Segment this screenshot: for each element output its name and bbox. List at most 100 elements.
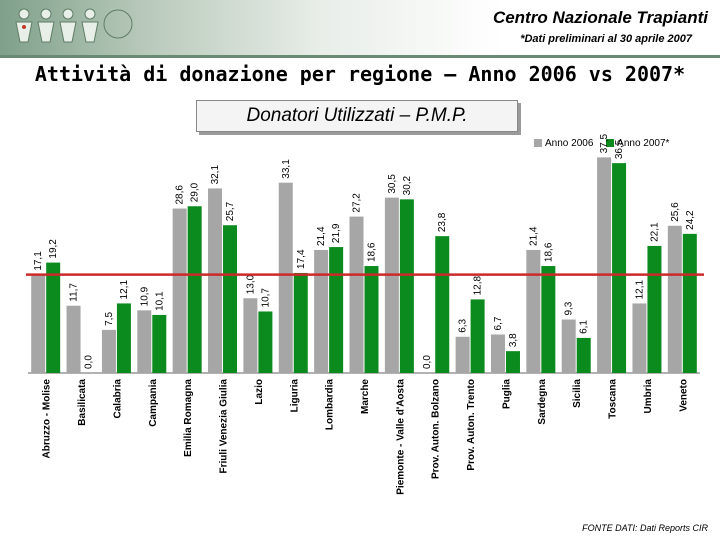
bar-2007-10 [399,199,414,373]
data-label-2007-2: 12,1 [119,280,130,300]
bar-2007-5 [223,225,238,373]
data-label-2007-13: 3,8 [508,333,519,347]
data-label-2006-11: 0,0 [422,355,433,369]
chart-legend: Anno 2006 Anno 2007* [534,138,679,149]
bar-2007-4 [187,206,202,373]
category-label-13: Puglia [501,379,512,409]
data-label-2006-12: 6,3 [458,318,469,332]
bar-2006-4 [172,208,187,373]
cnt-logo [15,8,133,43]
category-label-6: Lazio [254,379,265,405]
header-subtitle: *Dati preliminari al 30 aprile 2007 [520,33,692,45]
data-label-2006-5: 32,1 [210,165,221,185]
data-label-2006-8: 21,4 [316,226,327,246]
legend-item-2006: Anno 2006 [534,138,593,149]
category-label-0: Abruzzo - Molise [42,379,53,459]
data-label-2007-0: 19,2 [48,239,59,259]
data-label-2006-16: 37,5 [599,133,610,153]
bar-2006-18 [667,225,682,373]
chart-title: Donatori Utilizzati – P.M.P. [196,100,518,132]
category-label-17: Umbria [643,379,654,414]
data-label-2006-18: 25,6 [670,202,681,222]
bar-2006-10 [384,197,399,373]
bar-2006-6 [243,298,258,373]
data-label-2007-3: 10,1 [154,291,165,311]
category-label-5: Friuli Venezia Giulia [219,379,230,474]
category-label-8: Lombardia [325,379,336,431]
category-label-15: Sicilia [572,379,583,408]
data-label-2006-0: 17,1 [33,251,44,271]
data-label-2007-16: 36,5 [614,139,625,159]
data-label-2006-15: 9,3 [564,301,575,315]
data-label-2006-4: 28,6 [175,185,186,205]
data-label-2007-11: 23,8 [437,212,448,232]
category-label-3: Campania [148,379,159,427]
data-label-2006-17: 12,1 [634,280,645,300]
legend-swatch-2006 [534,139,542,148]
data-label-2007-17: 22,1 [649,222,660,242]
category-label-9: Marche [360,379,371,414]
bar-2007-8 [329,247,344,373]
data-label-2007-8: 21,9 [331,223,342,243]
bar-2007-18 [682,233,697,373]
data-label-2007-4: 29,0 [190,182,201,202]
legend-label-2007: Anno 2007* [617,138,670,149]
category-label-18: Veneto [678,379,689,412]
bar-2007-13 [505,351,520,373]
data-label-2007-12: 12,8 [473,275,484,295]
bar-2007-6 [258,311,273,373]
bar-2006-14 [526,249,541,373]
bar-2006-1 [66,305,81,373]
data-label-2007-9: 18,6 [367,242,378,262]
category-label-12: Prov. Auton. Trento [466,379,477,471]
bar-2007-3 [152,314,167,373]
data-label-2007-15: 6,1 [579,320,590,334]
page-title: Attività di donazione per regione – Anno… [34,62,686,86]
bar-2007-7 [293,272,308,373]
bar-2006-16 [597,157,612,373]
category-label-2: Calabria [112,379,123,419]
bar-2006-0 [31,274,46,373]
data-label-2006-14: 21,4 [528,226,539,246]
data-label-2007-14: 18,6 [543,242,554,262]
data-label-2007-18: 24,2 [685,210,696,230]
data-label-2006-3: 10,9 [139,286,150,306]
bar-2006-12 [455,336,470,373]
bar-2006-17 [632,303,647,373]
source-note: FONTE DATI: Dati Reports CIR [582,523,708,533]
bar-2007-0 [46,262,61,373]
bar-2006-3 [137,310,152,373]
bar-2006-7 [278,182,293,373]
legend-swatch-2007 [606,139,615,148]
data-label-2006-1: 11,7 [69,283,80,302]
data-label-2006-9: 27,2 [352,193,363,213]
bar-2007-15 [576,337,591,373]
data-label-2006-6: 13,0 [245,274,256,294]
header-divider [0,55,720,58]
bar-2007-14 [541,266,556,373]
bar-2006-13 [490,334,505,373]
bar-2007-12 [470,299,485,373]
data-label-2007-10: 30,2 [402,175,413,195]
category-label-14: Sardegna [537,379,548,425]
bar-2006-8 [314,249,329,373]
bar-2007-9 [364,266,379,373]
data-label-2006-2: 7,5 [104,312,115,326]
category-label-1: Basilicata [77,379,88,426]
bar-2007-17 [647,245,662,373]
data-label-2007-1: 0,0 [84,355,95,369]
data-label-2006-7: 33,1 [281,159,292,179]
category-label-4: Emilia Romagna [183,379,194,457]
data-label-2007-6: 10,7 [260,288,271,308]
category-label-11: Prov. Auton. Bolzano [431,379,442,479]
category-label-7: Liguria [289,379,300,413]
bar-2007-2 [116,303,131,373]
category-label-10: Piemonte - Valle d'Aosta [395,379,406,495]
data-label-2007-7: 17,4 [296,249,307,269]
bar-2006-2 [101,329,116,373]
bar-2007-11 [435,236,450,373]
header-banner: Centro Nazionale Trapianti *Dati prelimi… [0,0,720,55]
bar-2006-15 [561,319,576,373]
data-label-2007-5: 25,7 [225,201,236,221]
